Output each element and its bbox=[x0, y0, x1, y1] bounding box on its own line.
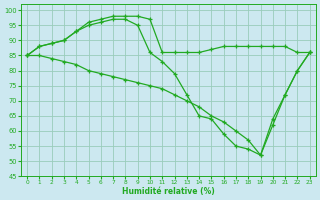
X-axis label: Humidité relative (%): Humidité relative (%) bbox=[122, 187, 215, 196]
